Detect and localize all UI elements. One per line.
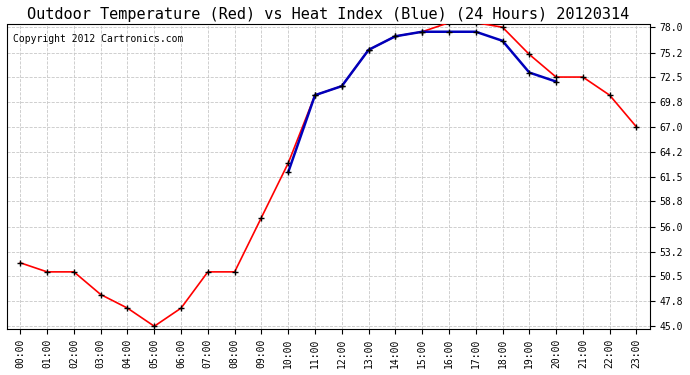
Text: Copyright 2012 Cartronics.com: Copyright 2012 Cartronics.com bbox=[13, 34, 184, 44]
Title: Outdoor Temperature (Red) vs Heat Index (Blue) (24 Hours) 20120314: Outdoor Temperature (Red) vs Heat Index … bbox=[28, 7, 629, 22]
